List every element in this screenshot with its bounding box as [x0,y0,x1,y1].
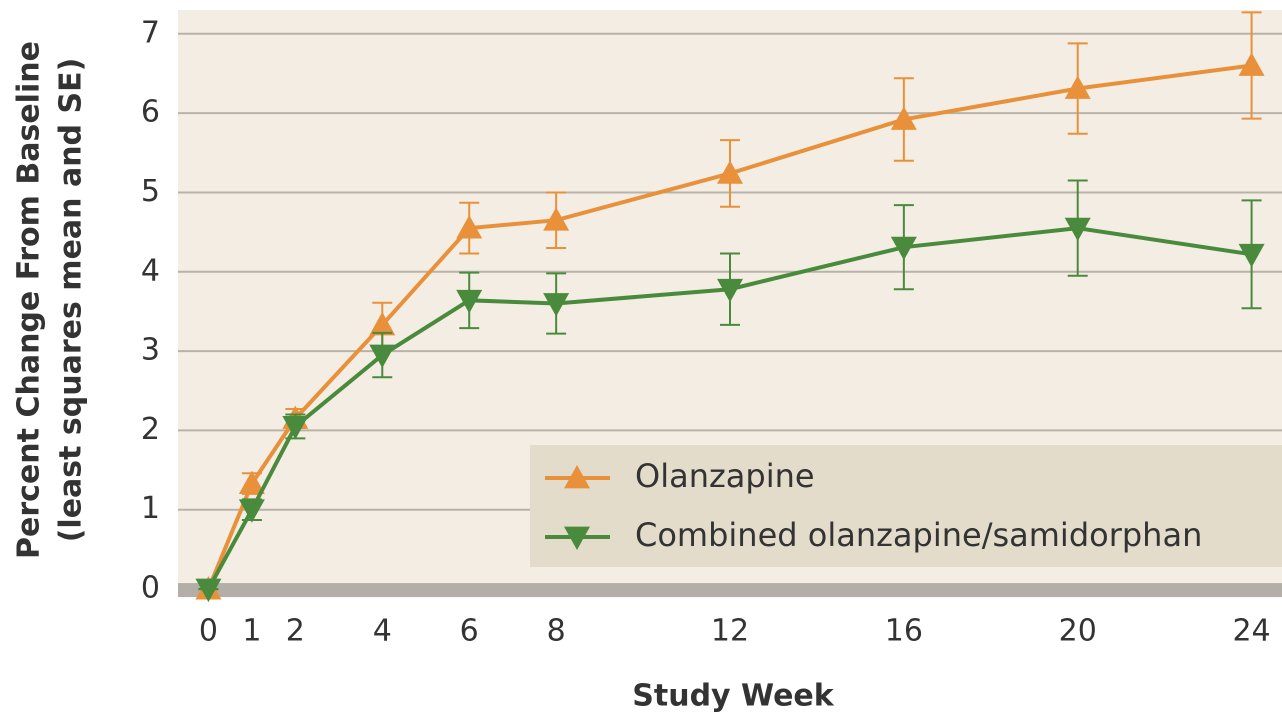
x-axis-title: Study Week [632,679,834,714]
x-tick-label: 4 [373,614,392,649]
legend-marker [564,465,590,489]
marker [456,215,483,239]
x-tick-label: 1 [242,614,261,649]
y-tick-label: 6 [141,95,160,130]
marker [369,344,396,369]
y-tick-label: 4 [141,253,160,288]
marker [1064,217,1091,242]
y-tick-label: 5 [141,174,160,209]
marker [1238,52,1265,76]
legend-box [530,445,1282,567]
x-tick-label: 24 [1232,614,1270,649]
series-line [206,226,1252,591]
marker [1238,243,1265,268]
x-tick-label: 8 [547,614,566,649]
x-tick-label: 16 [885,614,923,649]
y-axis-title: (least squares mean and SE) [54,58,89,543]
y-tick-label: 3 [141,333,160,368]
marker [238,499,265,523]
marker [238,470,265,494]
marker [890,236,917,261]
marker [717,160,743,184]
series-line [206,63,1252,590]
legend-marker [564,526,590,550]
x-tick-label: 2 [286,614,305,649]
y-tick-label: 0 [141,571,160,606]
marker [890,106,917,130]
x-tick-label: 12 [711,614,749,649]
marker [456,289,483,314]
y-tick-label: 2 [141,412,160,447]
x-tick-label: 20 [1059,614,1097,649]
marker [543,293,570,317]
y-tick-label: 1 [141,491,160,526]
marker [369,311,396,336]
y-tick-label: 7 [141,15,160,50]
zero-line [178,583,1282,598]
x-tick-label: 0 [199,614,218,649]
marker [282,416,309,440]
y-axis-title: Percent Change From Baseline [12,41,47,559]
marker [195,578,222,603]
marker [1064,75,1091,99]
legend-label: Combined olanzapine/samidorphan [635,516,1202,554]
marker [717,278,743,303]
legend-label: Olanzapine [635,457,815,495]
x-tick-label: 6 [460,614,479,649]
marker [543,207,570,231]
